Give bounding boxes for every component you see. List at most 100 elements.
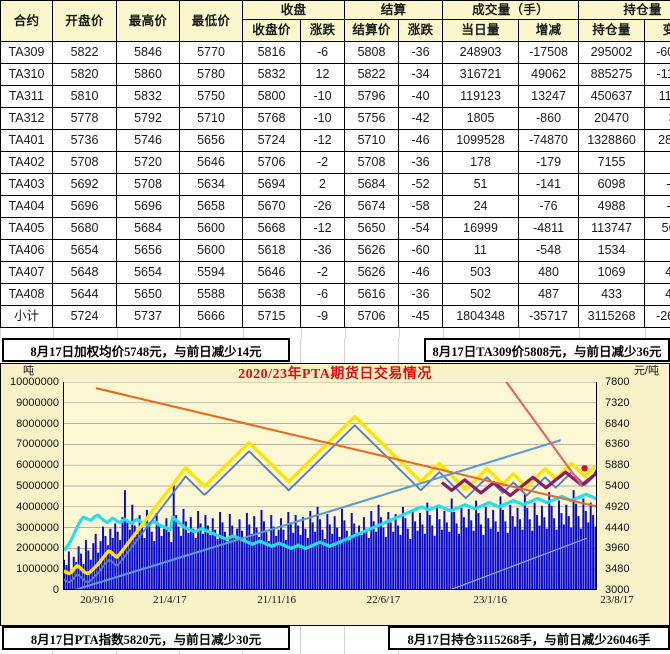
cell-vol-chg: -860	[519, 108, 579, 130]
cell-close-chg: -6	[301, 284, 345, 306]
cell-vol-chg: -17508	[519, 42, 579, 64]
cell-open: 5654	[53, 240, 117, 262]
cell-settle-chg: -52	[399, 174, 443, 196]
note-pta-index: 8月17日PTA指数5820元，与前日减少30元	[2, 626, 290, 650]
cell-settle-chg: -36	[399, 284, 443, 306]
cell-vol-chg: -548	[519, 240, 579, 262]
cell-oi-chg: 5673	[645, 218, 670, 240]
cell-close-chg: -12	[301, 218, 345, 240]
cell-vol-chg: -141	[519, 174, 579, 196]
th-group-settle: 结算	[345, 1, 443, 20]
x-tick: 20/9/16	[80, 594, 114, 606]
cell-close: 5816	[243, 42, 301, 64]
cell-settle: 5710	[345, 130, 399, 152]
note-open-interest: 8月17日持仓3115268手，与前日减少26046手	[388, 626, 670, 650]
th-settle-price: 结算价	[345, 20, 399, 42]
cell-open: 5708	[53, 152, 117, 174]
cell-vol-chg: 487	[519, 284, 579, 306]
th-close-price: 收盘价	[243, 20, 301, 42]
cell-open: 5736	[53, 130, 117, 152]
cell-contract: TA403	[1, 174, 53, 196]
y-tick-right: 6360	[605, 438, 629, 450]
y-tick-left: 4000000	[16, 501, 59, 513]
cell-low: 5658	[180, 196, 243, 218]
th-group-volume: 成交量（手）	[443, 1, 579, 20]
cell-low: 5634	[180, 174, 243, 196]
cell-oi-chg: 7	[645, 240, 670, 262]
cell-oi: 20470	[579, 108, 645, 130]
cell-contract: TA408	[1, 284, 53, 306]
chart-plot-area	[63, 382, 597, 590]
cell-close: 5646	[243, 262, 301, 284]
y-tick-left: 2000000	[16, 542, 59, 554]
cell-close-chg: -26	[301, 196, 345, 218]
cell-low: 5750	[180, 86, 243, 108]
th-low: 最低价	[180, 1, 243, 42]
cell-oi-chg: 425	[645, 262, 670, 284]
cell-high: 5846	[117, 42, 180, 64]
th-close-change: 涨跌	[301, 20, 345, 42]
cell-open: 5648	[53, 262, 117, 284]
note-weighted-average-price: 8月17日加权均价5748元，与前日减少14元	[2, 338, 290, 362]
cell-contract: TA312	[1, 108, 53, 130]
th-group-open-interest: 持仓量	[579, 1, 670, 20]
cell-volume: 51	[443, 174, 519, 196]
table-header-group-row: 合约 开盘价 最高价 最低价 收盘 结算 成交量（手） 持仓量	[1, 1, 670, 20]
cell-oi-chg: -11946	[645, 64, 670, 86]
cell-close: 5768	[243, 108, 301, 130]
cell-open: 5778	[53, 108, 117, 130]
cell-close-chg: -12	[301, 130, 345, 152]
cell-close-chg: -2	[301, 262, 345, 284]
cell-oi-chg: -10	[645, 174, 670, 196]
spacer-strip	[0, 328, 670, 338]
cell-high: 5746	[117, 130, 180, 152]
cell-high: 5720	[117, 152, 180, 174]
cell-volume: 503	[443, 262, 519, 284]
x-tick: 23/1/16	[473, 594, 507, 606]
cell-oi: 1534	[579, 240, 645, 262]
y-tick-left: 6000000	[16, 459, 59, 471]
bottom-note-row: 8月17日PTA指数5820元，与前日减少30元 8月17日持仓3115268手…	[0, 626, 670, 654]
cell-high: 5684	[117, 218, 180, 240]
cell-low: 5588	[180, 284, 243, 306]
cell-settle: 5808	[345, 42, 399, 64]
cell-settle-chg: -54	[399, 218, 443, 240]
cell-close: 5668	[243, 218, 301, 240]
y-tick-right: 7320	[605, 397, 629, 409]
cell-vol-chg: 13247	[519, 86, 579, 108]
cell-close: 5832	[243, 64, 301, 86]
th-volume-day: 当日量	[443, 20, 519, 42]
cell-contract: 小计	[1, 306, 53, 328]
cell-contract: TA310	[1, 64, 53, 86]
table-header: 合约 开盘价 最高价 最低价 收盘 结算 成交量（手） 持仓量 收盘价 涨跌 结…	[1, 1, 670, 42]
cell-high: 5832	[117, 86, 180, 108]
y-tick-right: 5880	[605, 459, 629, 471]
cell-oi: 4988	[579, 196, 645, 218]
cell-settle: 5796	[345, 86, 399, 108]
cell-settle-chg: -40	[399, 86, 443, 108]
cell-low: 5710	[180, 108, 243, 130]
y-tick-right: 5400	[605, 480, 629, 492]
cell-high: 5650	[117, 284, 180, 306]
th-contract: 合约	[1, 1, 53, 42]
cell-close: 5638	[243, 284, 301, 306]
cell-settle: 5684	[345, 174, 399, 196]
y-tick-right: 3960	[605, 542, 629, 554]
cell-volume: 1805	[443, 108, 519, 130]
y-tick-right: 6840	[605, 418, 629, 430]
cell-oi-chg: 11021	[645, 86, 670, 108]
cell-volume: 178	[443, 152, 519, 174]
cell-close: 5670	[243, 196, 301, 218]
cell-oi: 6098	[579, 174, 645, 196]
cell-vol-chg: 480	[519, 262, 579, 284]
cell-contract: TA311	[1, 86, 53, 108]
cell-oi-chg: 31	[645, 108, 670, 130]
cell-volume: 16999	[443, 218, 519, 240]
th-oi-change: 变动	[645, 20, 670, 42]
